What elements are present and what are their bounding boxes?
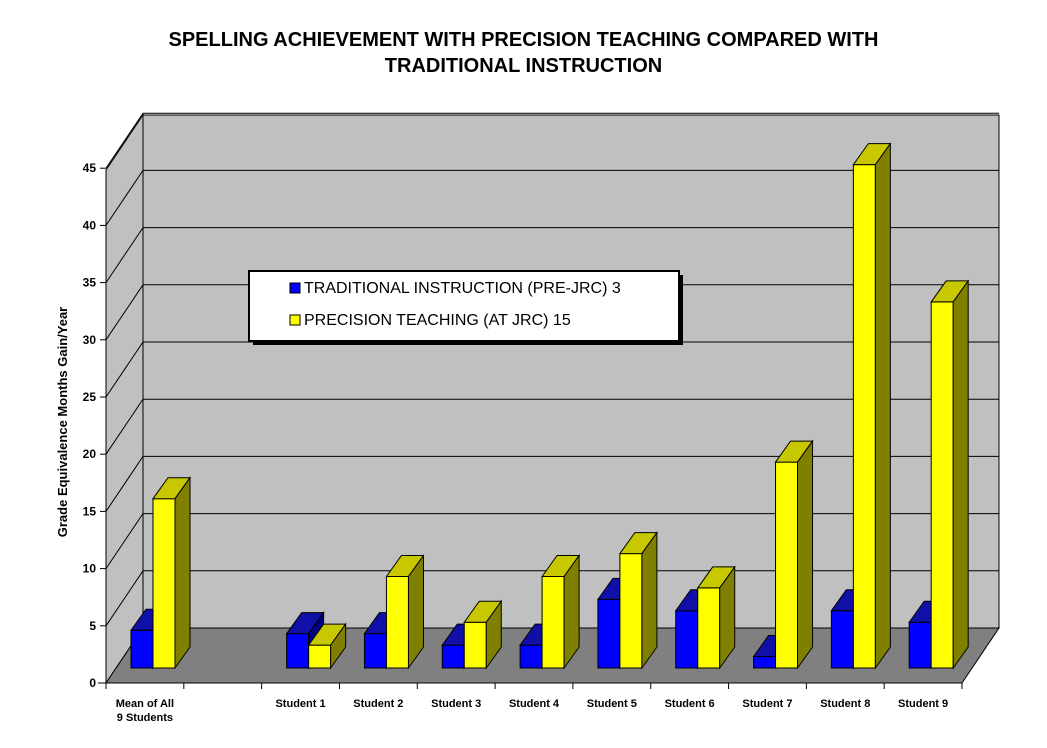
x-category-label: Student 8 (820, 698, 870, 710)
y-tick-label: 15 (83, 504, 97, 518)
bar-precision (152, 476, 191, 670)
gridline (105, 227, 999, 283)
x-category-label: Student 7 (742, 698, 792, 710)
gridline (105, 513, 999, 569)
bar-precision (930, 279, 970, 670)
bar-precision (385, 553, 425, 670)
bar-precision (774, 439, 814, 670)
legend-label-traditional: TRADITIONAL INSTRUCTION (PRE-JRC) 3 (304, 280, 621, 297)
x-category-label: Student 9 (898, 698, 948, 710)
gridline (105, 398, 999, 455)
bar-precision (696, 565, 736, 670)
x-category-label: Mean of All 9 Students (116, 698, 174, 724)
y-tick-label: 20 (83, 447, 97, 461)
x-category-label: Student 1 (275, 698, 325, 710)
legend-swatch-precision (289, 314, 301, 326)
y-tick-label: 45 (83, 161, 97, 175)
y-tick-label: 25 (83, 390, 97, 404)
y-tick-label: 10 (83, 562, 97, 576)
chart-title-line-1: SPELLING ACHIEVEMENT WITH PRECISION TEAC… (168, 29, 879, 51)
bar-precision (618, 531, 658, 670)
x-category-label: Student 4 (509, 698, 560, 710)
gridline (105, 284, 999, 341)
chart-title-line-2: TRADITIONAL INSTRUCTION (384, 55, 663, 77)
bar-precision (463, 599, 503, 670)
bar-precision (307, 622, 347, 670)
gridline (105, 112, 999, 169)
x-category-label: Student 3 (431, 698, 481, 710)
bar-precision (852, 142, 892, 670)
legend-swatch-traditional (289, 282, 301, 294)
x-category-label: Student 5 (587, 698, 637, 710)
gridline (105, 455, 999, 512)
chart-title: SPELLING ACHIEVEMENT WITH PRECISION TEAC… (0, 27, 1047, 79)
legend-label-precision: PRECISION TEACHING (AT JRC) 15 (304, 312, 571, 329)
legend: TRADITIONAL INSTRUCTION (PRE-JRC) 3 PREC… (248, 270, 683, 345)
y-tick-label: 35 (83, 276, 97, 290)
gridline (105, 169, 999, 226)
x-category-label: Student 6 (665, 698, 715, 710)
y-tick-label: 5 (89, 619, 96, 633)
y-tick-label: 40 (83, 218, 97, 232)
gridline (105, 341, 999, 398)
y-tick-label: 30 (83, 333, 97, 347)
y-tick-label: 0 (89, 676, 96, 690)
x-category-label: Student 2 (353, 698, 403, 710)
y-axis-label: Grade Equivalence Months Gain/Year (55, 307, 70, 537)
bar-precision (541, 553, 581, 670)
